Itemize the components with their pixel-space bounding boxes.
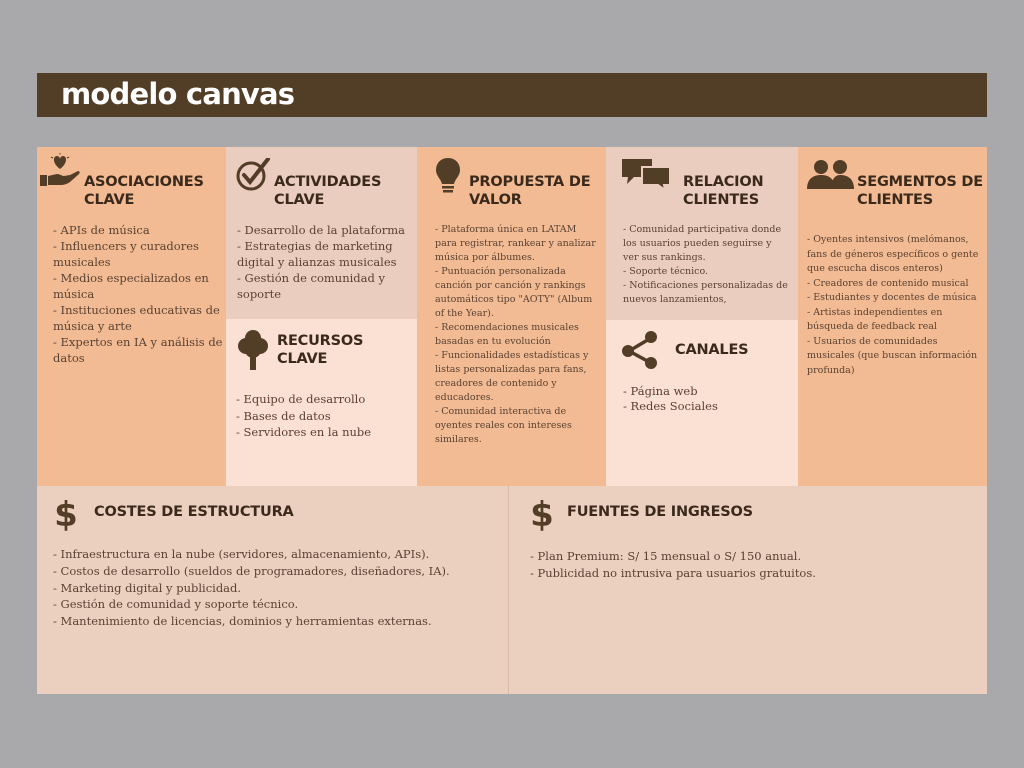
- list-item: - Estudiantes y docentes de música: [807, 292, 977, 303]
- actividades-clave-panel: ACTIVIDADES CLAVE - Desarrollo de la pla…: [226, 147, 417, 319]
- propuesta-list: - Plataforma única en LATAM para registr…: [435, 223, 600, 447]
- list-item: - Plan Premium: S/ 15 mensual o S/ 150 a…: [530, 549, 802, 563]
- lightbulb-icon: [435, 157, 461, 195]
- list-item: - Usuarios de comunidades musicales (que…: [807, 335, 978, 376]
- segmentos-list: - Oyentes intensivos (melómanos, fans de…: [807, 233, 981, 378]
- relacion-clientes-panel: RELACION CLIENTES - Comunidad participat…: [606, 147, 798, 320]
- list-item: - Gestión de comunidad y soporte técnico…: [53, 597, 299, 612]
- dollar-icon: $: [53, 495, 79, 531]
- bottom-divider: [508, 486, 509, 694]
- list-item: - Marketing digital y publicidad.: [53, 580, 242, 595]
- list-item: - Artistas independientes en búsqueda de…: [807, 306, 943, 333]
- propuesta-valor-panel: PROPUESTA DE VALOR - Plataforma única en…: [417, 147, 606, 486]
- canales-list: - Página web - Redes Sociales: [623, 384, 793, 413]
- recursos-list: - Equipo de desarrollo - Bases de datos …: [236, 391, 411, 441]
- canales-panel: CANALES - Página web - Redes Sociales: [606, 320, 798, 486]
- asociaciones-list: - APIs de música - Influencers y curador…: [53, 222, 223, 366]
- canales-heading: CANALES: [675, 342, 749, 358]
- list-item: - Mantenimiento de licencias, dominios y…: [53, 614, 432, 629]
- list-item: - Recomendaciones musicales basadas en t…: [435, 322, 579, 347]
- list-item: - Desarrollo de la plataforma: [237, 223, 406, 237]
- list-item: - Plataforma única en LATAM para registr…: [435, 224, 596, 263]
- checkmark-icon: [235, 158, 271, 192]
- fuentes-ingresos-panel: $ FUENTES DE INGRESOS - Plan Premium: S/…: [508, 486, 987, 694]
- asociaciones-heading: ASOCIACIONES CLAVE: [84, 174, 204, 208]
- list-item: - APIs de música: [53, 223, 150, 237]
- relacion-list: - Comunidad participativa donde los usua…: [623, 223, 789, 307]
- list-item: - Publicidad no intrusiva para usuarios …: [530, 566, 816, 580]
- list-item: - Servidores en la nube: [236, 425, 372, 439]
- list-item: - Estrategias de marketing digital y ali…: [237, 239, 397, 269]
- list-item: - Influencers y curadores musicales: [53, 239, 199, 269]
- relacion-heading: RELACION CLIENTES: [683, 174, 764, 208]
- tree-icon: [238, 328, 268, 370]
- costes-list: - Infraestructura en la nube (servidores…: [53, 546, 493, 630]
- list-item: - Página web: [623, 384, 698, 398]
- svg-text:$: $: [54, 495, 78, 531]
- actividades-list: - Desarrollo de la plataforma - Estrateg…: [237, 222, 409, 302]
- segmentos-clientes-panel: SEGMENTOS DE CLIENTES - Oyentes intensiv…: [798, 147, 987, 486]
- list-item: - Infraestructura en la nube (servidores…: [53, 547, 430, 561]
- heart-hand-icon: [40, 153, 80, 189]
- propuesta-heading: PROPUESTA DE VALOR: [469, 174, 591, 208]
- costes-heading: COSTES DE ESTRUCTURA: [94, 504, 294, 520]
- dollar-icon: $: [529, 495, 555, 531]
- list-item: - Medios especializados en música: [53, 271, 209, 301]
- list-item: - Expertos en IA y análisis de datos: [53, 335, 223, 365]
- list-item: - Creadores de contenido musical: [807, 277, 969, 289]
- people-icon: [807, 159, 855, 189]
- list-item: - Redes Sociales: [623, 398, 718, 413]
- list-item: - Notificaciones personalizadas de nuevo…: [623, 280, 788, 305]
- segmentos-heading: SEGMENTOS DE CLIENTES: [857, 174, 983, 208]
- list-item: - Gestión de comunidad y soporte: [237, 271, 386, 301]
- list-item: - Bases de datos: [236, 408, 331, 423]
- list-item: - Costos de desarrollo (sueldos de progr…: [53, 563, 450, 578]
- list-item: - Soporte técnico.: [623, 266, 709, 277]
- title-bar: modelo canvas: [37, 73, 987, 117]
- share-icon: [621, 330, 659, 370]
- asociaciones-clave-panel: ASOCIACIONES CLAVE - APIs de música - In…: [37, 147, 226, 486]
- ingresos-heading: FUENTES DE INGRESOS: [567, 504, 753, 520]
- costes-estructura-panel: $ COSTES DE ESTRUCTURA - Infraestructura…: [37, 486, 508, 694]
- ingresos-list: - Plan Premium: S/ 15 mensual o S/ 150 a…: [530, 548, 970, 582]
- svg-text:$: $: [530, 495, 554, 531]
- recursos-heading: RECURSOS CLAVE: [277, 333, 364, 367]
- list-item: - Instituciones educativas de música y a…: [53, 303, 220, 333]
- list-item: - Puntuación personalizada canción por c…: [435, 266, 593, 319]
- list-item: - Funcionalidades estadísticas y listas …: [435, 350, 589, 403]
- recursos-clave-panel: RECURSOS CLAVE - Equipo de desarrollo - …: [226, 319, 417, 486]
- list-item: - Oyentes intensivos (melómanos, fans de…: [807, 234, 979, 274]
- actividades-heading: ACTIVIDADES CLAVE: [274, 174, 382, 208]
- list-item: - Comunidad participativa donde los usua…: [623, 224, 782, 263]
- page-title: modelo canvas: [61, 77, 295, 111]
- list-item: - Comunidad interactiva de oyentes reale…: [435, 406, 572, 445]
- chat-bubbles-icon: [620, 157, 672, 191]
- list-item: - Equipo de desarrollo: [236, 392, 366, 406]
